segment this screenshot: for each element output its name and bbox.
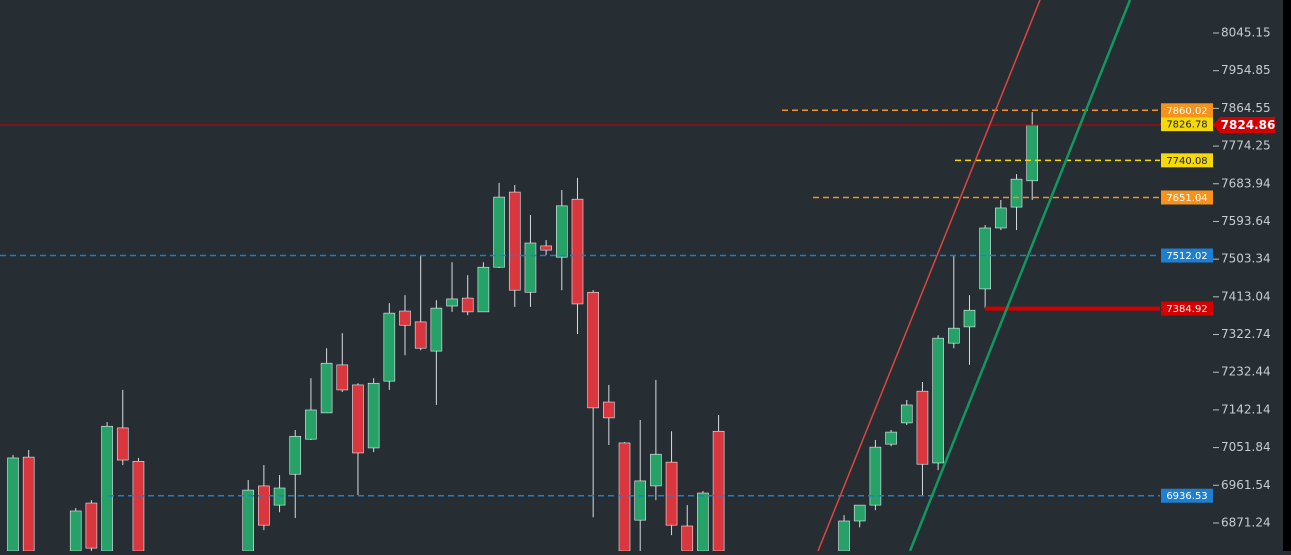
candle-body xyxy=(336,364,349,391)
candle-body xyxy=(446,298,458,307)
candle-body xyxy=(900,404,913,424)
candle-body xyxy=(1026,124,1038,182)
candle-body xyxy=(116,427,129,461)
level-tag xyxy=(1161,117,1213,132)
candle-body xyxy=(869,446,882,506)
level-label: 7860.02 xyxy=(1166,106,1207,117)
candle-body xyxy=(273,487,286,506)
level-label: 7651.04 xyxy=(1166,193,1207,204)
candle-body xyxy=(712,430,725,552)
y-tick-label: 7232.44 xyxy=(1221,365,1271,379)
candle-body xyxy=(665,461,678,526)
candle-body xyxy=(555,205,568,258)
candle-body xyxy=(414,321,427,349)
level-label: 7826.78 xyxy=(1166,120,1207,131)
candle-body xyxy=(587,291,599,409)
level-label: 7384.92 xyxy=(1166,304,1207,315)
level-tag xyxy=(1161,301,1213,316)
candle-body xyxy=(650,453,662,487)
level-tag xyxy=(1161,153,1213,168)
candle-body xyxy=(477,266,490,313)
y-tick-label: 7503.34 xyxy=(1221,252,1271,266)
y-tick-label: 7142.14 xyxy=(1221,402,1271,416)
candle-body xyxy=(305,409,317,440)
candle-body xyxy=(885,431,897,445)
candle-body xyxy=(947,327,960,344)
plot xyxy=(0,109,1213,552)
trend-line xyxy=(908,0,1132,552)
level-label: 7512.02 xyxy=(1166,251,1207,262)
candle-body xyxy=(367,382,380,449)
candle-body xyxy=(853,504,866,522)
candle-body xyxy=(399,310,411,326)
y-tick-label: 6961.54 xyxy=(1221,478,1271,492)
candle-body xyxy=(22,456,35,552)
candle-body xyxy=(132,461,145,552)
candle-body xyxy=(69,510,82,552)
candle-body xyxy=(838,520,850,552)
level-tag xyxy=(1161,103,1213,118)
candle-body xyxy=(932,337,944,464)
level-label: 7740.08 xyxy=(1166,156,1207,167)
candle-body xyxy=(85,502,98,549)
candle-body xyxy=(508,191,521,291)
candle-body xyxy=(618,442,631,552)
candle-body xyxy=(430,307,443,352)
candle-body xyxy=(540,245,552,251)
candle-body xyxy=(493,196,505,268)
y-tick-label: 7322.74 xyxy=(1221,327,1271,341)
candle-body xyxy=(320,362,333,414)
trend-line xyxy=(817,0,1041,552)
y-tick-label: 6871.24 xyxy=(1221,515,1271,529)
candle-body xyxy=(603,401,615,419)
candle-body xyxy=(979,227,991,290)
edge-strip xyxy=(1283,0,1291,551)
y-tick-label: 7683.94 xyxy=(1221,176,1271,190)
y-tick-label: 8045.15 xyxy=(1221,25,1271,39)
y-tick-label: 7593.64 xyxy=(1221,214,1271,228)
candle-body xyxy=(383,312,396,382)
y-tick-label: 7954.85 xyxy=(1221,63,1271,77)
candle-body xyxy=(258,485,270,526)
level-tag xyxy=(1161,190,1213,205)
level-label: 6936.53 xyxy=(1166,491,1207,502)
y-tick-label: 7051.84 xyxy=(1221,440,1271,454)
candle-body xyxy=(1010,178,1023,208)
candle-body xyxy=(7,457,19,552)
y-tick-label: 7774.25 xyxy=(1221,139,1271,153)
candle-body xyxy=(461,297,474,313)
candle-body xyxy=(634,480,647,521)
candle-body xyxy=(697,492,709,552)
candle-body xyxy=(571,198,584,305)
candle-body xyxy=(681,525,694,552)
last-price-label: 7824.86 xyxy=(1221,118,1276,132)
candle-body xyxy=(524,242,537,293)
candle-body xyxy=(101,425,113,552)
y-tick-label: 7864.55 xyxy=(1221,101,1271,115)
level-tag xyxy=(1161,248,1213,263)
candle-body xyxy=(963,309,976,328)
candle-body xyxy=(995,207,1007,229)
axis-labels: 8045.15 7954.85 7864.55 7774.25 7683.94 7593.… xyxy=(1161,25,1275,529)
candle-body xyxy=(352,384,364,454)
last-price-tag xyxy=(1213,116,1275,133)
candle-body xyxy=(242,489,254,552)
candle-body xyxy=(916,390,929,465)
y-tick-label: 7413.04 xyxy=(1221,289,1271,303)
level-tag xyxy=(1161,488,1213,503)
candle-body xyxy=(289,435,302,475)
